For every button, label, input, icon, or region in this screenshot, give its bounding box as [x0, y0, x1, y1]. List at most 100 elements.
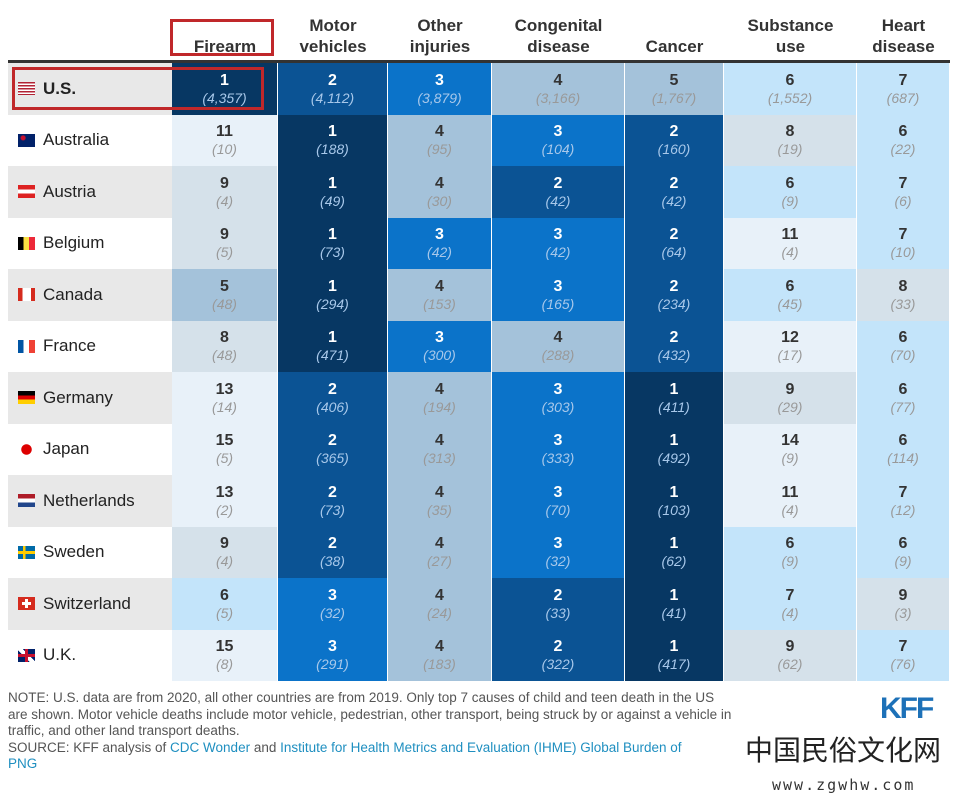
country-name: Austria	[43, 181, 96, 201]
table-cell: 1 (49)	[278, 166, 388, 218]
row-label-japan: Japan	[8, 424, 172, 476]
rank-label: 13	[215, 483, 234, 501]
table-cell: 3 (104)	[492, 114, 625, 166]
australia-flag-icon	[18, 133, 35, 147]
watermark: 中国民俗文化网	[745, 734, 942, 767]
rank-label: 7	[785, 586, 795, 604]
count-label: (183)	[423, 656, 456, 673]
cdc-wonder-link[interactable]: CDC Wonder	[170, 739, 251, 755]
table-cell: 6 (9)	[724, 166, 857, 218]
table-cell: 1 (492)	[625, 423, 724, 475]
rank-label: 4	[435, 277, 444, 295]
table-cell: 6 (9)	[724, 526, 857, 578]
table-cell: 9 (4)	[172, 166, 278, 218]
column-header-label: Congenital disease	[514, 16, 603, 56]
count-label: (114)	[887, 450, 919, 467]
count-label: (42)	[661, 192, 687, 209]
table-cell: 6 (1,552)	[724, 63, 857, 115]
rank-label: 4	[435, 174, 444, 192]
rank-label: 4	[435, 432, 444, 450]
rank-label: 11	[216, 123, 233, 141]
rank-label: 4	[435, 483, 444, 501]
count-label: (10)	[890, 244, 916, 261]
row-label-germany: Germany	[8, 372, 172, 424]
table-cell: 7 (4)	[724, 578, 857, 630]
rank-label: 1	[669, 535, 679, 553]
count-label: (42)	[545, 244, 571, 261]
rank-label: 3	[435, 71, 444, 89]
column-header: Motor vehicles	[278, 0, 388, 60]
rank-label: 7	[898, 638, 908, 656]
count-label: (194)	[423, 398, 456, 415]
count-label: (9)	[894, 553, 912, 570]
row-label-switzerland: Switzerland	[8, 578, 172, 630]
count-label: (10)	[212, 141, 237, 158]
table-cell: 2 (38)	[278, 526, 388, 578]
rank-label: 8	[898, 277, 908, 295]
rank-label: 2	[328, 432, 337, 450]
netherlands-flag-icon	[18, 494, 35, 508]
count-label: (77)	[890, 398, 916, 415]
rank-label: 7	[898, 71, 908, 89]
count-label: (2)	[215, 501, 234, 518]
rank-label: 3	[553, 380, 563, 398]
count-label: (73)	[320, 244, 345, 261]
belgium-flag-icon	[18, 236, 35, 250]
table-cell: 4 (194)	[388, 372, 492, 424]
rank-label: 11	[781, 483, 799, 501]
row-label-belgium: Belgium	[8, 218, 172, 270]
count-label: (9)	[781, 450, 799, 467]
count-label: (42)	[427, 244, 452, 261]
rank-label: 3	[435, 329, 444, 347]
count-label: (64)	[661, 244, 687, 261]
rank-label: 6	[898, 329, 908, 347]
count-label: (406)	[316, 398, 349, 415]
count-label: (288)	[541, 347, 575, 364]
rank-label: 2	[553, 174, 563, 192]
column-header: Other injuries	[388, 0, 492, 60]
ihme-link[interactable]: Institute for Health Metrics and Evaluat…	[280, 739, 682, 755]
table-cell: 1 (411)	[625, 372, 724, 424]
count-label: (188)	[316, 141, 349, 158]
source-and: and	[250, 739, 281, 755]
rank-label: 2	[328, 71, 337, 89]
count-label: (165)	[541, 295, 575, 312]
table-cell: 4 (30)	[388, 166, 492, 218]
rank-label: 1	[669, 638, 679, 656]
count-label: (30)	[427, 192, 452, 209]
rank-label: 15	[215, 432, 234, 450]
count-label: (313)	[423, 450, 456, 467]
rank-label: 9	[220, 226, 229, 244]
count-label: (5)	[215, 604, 234, 621]
rank-label: 6	[785, 174, 795, 192]
rank-label: 2	[553, 586, 563, 604]
table-cell: 8 (19)	[724, 114, 857, 166]
table-cell: 1 (73)	[278, 217, 388, 269]
table-cell: 4 (288)	[492, 320, 625, 372]
table-cell: 6 (114)	[857, 423, 950, 475]
france-flag-icon	[18, 339, 35, 353]
count-label: (6)	[894, 192, 912, 209]
count-label: (4)	[781, 604, 799, 621]
table-cell: 15 (5)	[172, 423, 278, 475]
rank-label: 6	[785, 535, 795, 553]
count-label: (303)	[541, 398, 575, 415]
rank-label: 3	[328, 638, 337, 656]
us-flag-icon	[18, 82, 35, 96]
rank-label: 2	[669, 277, 679, 295]
country-name: Australia	[43, 130, 110, 150]
rank-label: 1	[328, 226, 337, 244]
count-label: (4,112)	[310, 89, 355, 106]
rank-label: 9	[785, 638, 795, 656]
rank-label: 2	[669, 329, 679, 347]
png-download-link[interactable]: PNG	[8, 756, 38, 771]
table-cell: 1 (41)	[625, 578, 724, 630]
rank-label: 2	[669, 123, 679, 141]
table-cell: 14 (9)	[724, 423, 857, 475]
table-cell: 7 (12)	[857, 475, 950, 527]
country-name: Japan	[43, 439, 90, 459]
column-header: Congenital disease	[492, 0, 625, 60]
table-cell: 3 (165)	[492, 269, 625, 321]
rank-label: 4	[435, 380, 444, 398]
table-cell: 4 (183)	[388, 629, 492, 681]
